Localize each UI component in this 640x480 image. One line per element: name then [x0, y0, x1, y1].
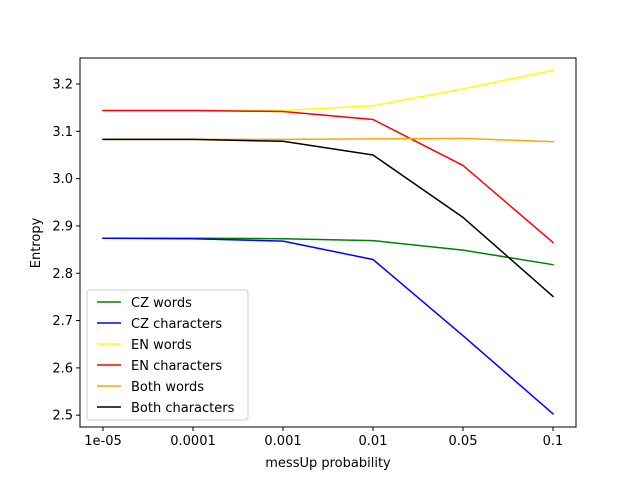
- series-line-cz-words: [102, 237, 554, 266]
- y-axis-title: Entropy: [29, 217, 44, 268]
- legend-label: Both words: [131, 380, 204, 395]
- x-axis-title: messUp probability: [265, 456, 391, 471]
- series-line-en-characters: [102, 109, 555, 244]
- series-line-both-characters: [102, 138, 555, 298]
- x-tick-label: 0.0001: [170, 434, 216, 449]
- x-tick-label: 0.01: [359, 434, 388, 449]
- x-tick-label: 0.1: [543, 434, 564, 449]
- series-line-en-words: [102, 69, 554, 112]
- series-line-cz-characters: [102, 237, 555, 415]
- legend: CZ words CZ characters EN words EN characte…: [86, 289, 249, 421]
- legend-label: Both characters: [131, 401, 235, 416]
- plot-frame: [79, 57, 577, 428]
- legend-label: EN characters: [131, 359, 222, 374]
- x-tick-label: 1e-05: [84, 434, 122, 449]
- y-tick-label: 2.6: [52, 361, 73, 376]
- legend-frame: [86, 289, 249, 421]
- legend-label: CZ characters: [131, 317, 222, 332]
- legend-label: EN words: [131, 338, 192, 353]
- x-axis: 1e-05 0.0001 0.001 0.01 0.05 0.1: [84, 427, 563, 449]
- y-axis: 2.5 2.6 2.7 2.8 2.9 3.0 3.1 3.2: [52, 78, 80, 424]
- y-tick-label: 2.5: [52, 409, 73, 424]
- y-tick-label: 3.1: [52, 125, 73, 140]
- y-tick-label: 3.0: [52, 172, 73, 187]
- y-tick-label: 2.7: [52, 314, 73, 329]
- x-tick-label: 0.05: [449, 434, 478, 449]
- y-tick-label: 2.9: [52, 219, 73, 234]
- x-tick-label: 0.001: [264, 434, 301, 449]
- y-tick-label: 2.8: [52, 267, 73, 282]
- series-layer: [102, 69, 555, 415]
- legend-label: CZ words: [131, 296, 192, 311]
- y-tick-label: 3.2: [52, 78, 73, 93]
